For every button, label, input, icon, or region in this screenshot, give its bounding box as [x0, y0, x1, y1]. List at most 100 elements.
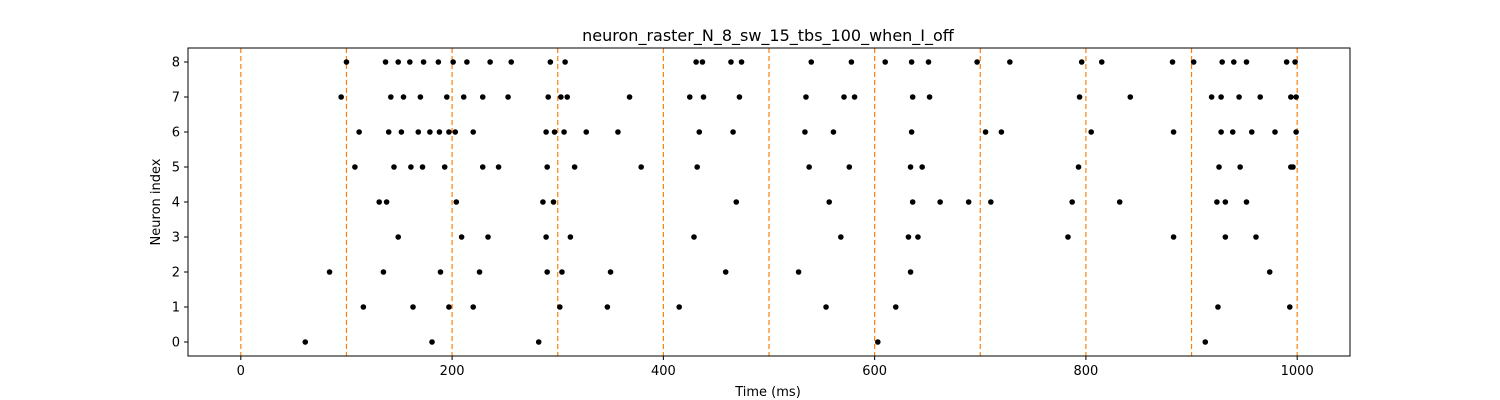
spike-point: [505, 94, 511, 100]
spike-point: [1076, 94, 1083, 100]
spike-point: [1069, 199, 1075, 205]
spike-point: [907, 269, 914, 275]
y-tick-label: 7: [172, 91, 180, 106]
spike-point: [694, 164, 700, 170]
spike-point: [415, 129, 422, 135]
spike-point: [1253, 234, 1259, 240]
spike-point: [795, 269, 802, 275]
spike-point: [846, 164, 853, 170]
spike-point: [1266, 269, 1273, 275]
spike-point: [802, 129, 808, 135]
spike-points: [302, 59, 1299, 345]
x-tick-label: 0: [237, 364, 245, 379]
spike-point: [543, 129, 549, 135]
spike-point: [892, 304, 899, 310]
spike-point: [851, 94, 858, 100]
spike-point: [410, 304, 416, 310]
spike-point: [567, 234, 574, 240]
spike-point: [338, 94, 344, 100]
spike-point: [464, 59, 470, 65]
spike-point: [915, 234, 921, 240]
spike-point: [356, 129, 362, 135]
spike-point: [1190, 59, 1197, 65]
spike-point: [615, 129, 621, 135]
spike-point: [419, 164, 426, 170]
x-tick-label: 400: [651, 364, 676, 379]
spike-point: [470, 129, 477, 135]
spike-point: [604, 304, 611, 310]
spike-point: [733, 199, 740, 205]
spike-point: [383, 199, 390, 205]
y-axis: 0 1 2 3 4 5 6 7 8: [172, 56, 188, 351]
spike-point: [803, 94, 809, 100]
spike-point: [559, 269, 565, 275]
y-tick-label: 5: [172, 161, 180, 176]
spike-point: [562, 59, 568, 65]
spike-point: [909, 199, 916, 205]
y-tick-label: 1: [172, 301, 180, 316]
spike-point: [360, 304, 367, 310]
spike-point: [1215, 304, 1221, 310]
spike-point: [436, 129, 443, 135]
spike-point: [823, 304, 829, 310]
spike-point: [925, 59, 932, 65]
spike-point: [982, 129, 989, 135]
spike-point: [453, 199, 460, 205]
spike-point: [564, 94, 571, 100]
spike-point: [1292, 59, 1298, 65]
spike-point: [826, 199, 833, 205]
spike-point: [441, 164, 448, 170]
spike-point: [508, 59, 515, 65]
spike-point: [905, 234, 912, 240]
spike-point: [558, 94, 564, 100]
spike-point: [926, 94, 933, 100]
spike-point: [476, 269, 483, 275]
spike-point: [1214, 199, 1220, 205]
spike-point: [540, 199, 546, 205]
spike-point: [1222, 234, 1229, 240]
spike-point: [1116, 199, 1123, 205]
spike-point: [571, 164, 578, 170]
spike-point: [693, 59, 699, 65]
spike-point: [882, 59, 888, 65]
spike-point: [1288, 94, 1294, 100]
spike-point: [485, 234, 491, 240]
spike-point: [551, 129, 558, 135]
spike-point: [479, 164, 486, 170]
spike-point: [1218, 94, 1224, 100]
spike-point: [1078, 59, 1085, 65]
spike-point: [1208, 94, 1215, 100]
spike-point: [1231, 59, 1237, 65]
spike-point: [841, 94, 847, 100]
spike-point: [429, 339, 435, 345]
spike-point: [1229, 129, 1236, 135]
spike-point: [1169, 59, 1176, 65]
spike-point: [1007, 59, 1013, 65]
spike-point: [550, 199, 557, 205]
spike-point: [848, 59, 855, 65]
spike-point: [1286, 304, 1293, 310]
chart-title: neuron_raster_N_8_sw_15_tbs_100_when_I_o…: [582, 26, 955, 46]
spike-point: [696, 129, 703, 135]
y-tick-label: 8: [172, 56, 180, 71]
spike-point: [544, 164, 550, 170]
spike-point: [806, 164, 812, 170]
spike-point: [487, 59, 493, 65]
spike-point: [808, 59, 815, 65]
spike-point: [427, 129, 433, 135]
spike-point: [738, 59, 745, 65]
spike-point: [437, 269, 444, 275]
spike-point: [547, 59, 554, 65]
spike-point: [919, 164, 925, 170]
spike-point: [728, 59, 734, 65]
spike-point: [420, 59, 427, 65]
x-tick-label: 200: [440, 364, 465, 379]
spike-point: [408, 164, 414, 170]
spike-point: [1216, 164, 1222, 170]
spike-point: [626, 94, 633, 100]
x-tick-label: 800: [1073, 364, 1098, 379]
spike-point: [1075, 164, 1082, 170]
spike-point: [417, 94, 424, 100]
spike-point: [557, 304, 563, 310]
spike-point: [937, 199, 943, 205]
